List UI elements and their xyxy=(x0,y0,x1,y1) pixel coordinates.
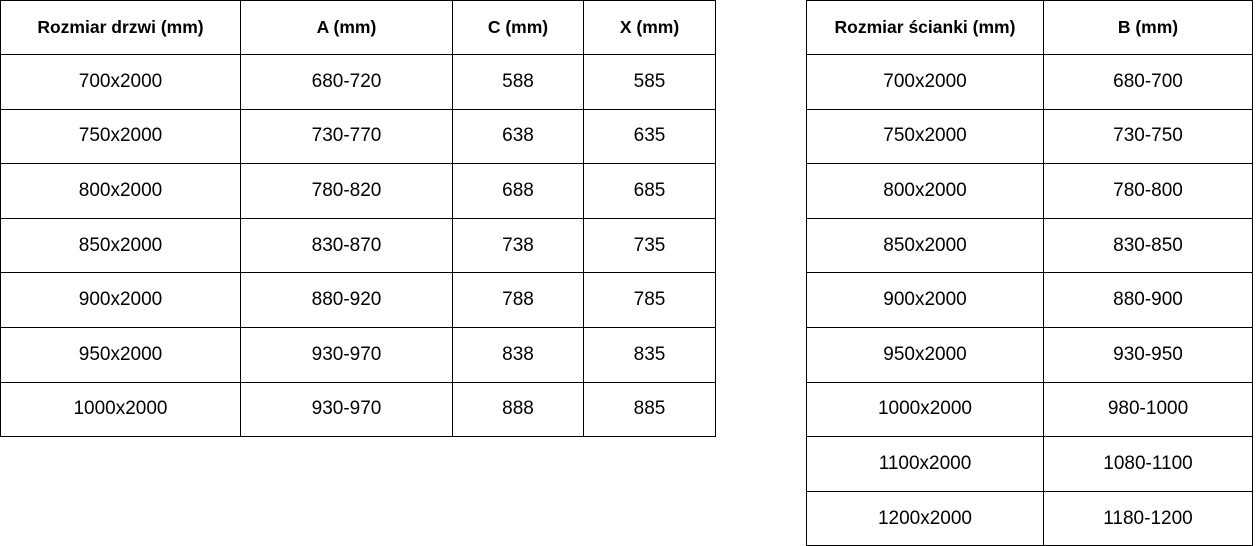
table-row: 850x2000 830-870 738 735 xyxy=(0,217,716,274)
cell-door-size: 950x2000 xyxy=(0,326,241,383)
column-header-a: A (mm) xyxy=(240,0,453,55)
cell-door-size: 750x2000 xyxy=(0,108,241,165)
table-row: 900x2000 880-920 788 785 xyxy=(0,272,716,328)
table-row: 1000x2000 980-1000 xyxy=(806,381,1253,438)
table-row: 750x2000 730-770 638 635 xyxy=(0,108,716,165)
cell-x: 785 xyxy=(583,272,716,328)
cell-door-size: 700x2000 xyxy=(0,54,241,110)
cell-a: 830-870 xyxy=(240,217,453,274)
column-header-x: X (mm) xyxy=(583,0,716,55)
cell-wall-size: 850x2000 xyxy=(806,217,1044,274)
cell-a: 880-920 xyxy=(240,272,453,328)
cell-wall-size: 1100x2000 xyxy=(806,436,1044,492)
cell-b: 730-750 xyxy=(1043,108,1253,165)
wall-size-table-body: 700x2000 680-700 750x2000 730-750 800x20… xyxy=(806,54,1253,546)
table-row: 900x2000 880-900 xyxy=(806,272,1253,328)
column-header-b: B (mm) xyxy=(1043,0,1253,55)
cell-b: 1080-1100 xyxy=(1043,436,1253,492)
cell-a: 780-820 xyxy=(240,163,453,219)
cell-b: 930-950 xyxy=(1043,326,1253,383)
cell-door-size: 800x2000 xyxy=(0,163,241,219)
cell-x: 685 xyxy=(583,163,716,219)
cell-wall-size: 1000x2000 xyxy=(806,381,1044,438)
cell-x: 585 xyxy=(583,54,716,110)
cell-a: 680-720 xyxy=(240,54,453,110)
cell-x: 735 xyxy=(583,217,716,274)
cell-c: 688 xyxy=(452,163,584,219)
table-header-row: Rozmiar ścianki (mm) B (mm) xyxy=(806,0,1253,55)
table-row: 800x2000 780-800 xyxy=(806,163,1253,219)
door-size-table-body: 700x2000 680-720 588 585 750x2000 730-77… xyxy=(0,54,716,438)
cell-a: 730-770 xyxy=(240,108,453,165)
door-size-table: Rozmiar drzwi (mm) A (mm) C (mm) X (mm) … xyxy=(0,0,716,438)
cell-door-size: 850x2000 xyxy=(0,217,241,274)
cell-c: 838 xyxy=(452,326,584,383)
cell-c: 788 xyxy=(452,272,584,328)
table-row: 1000x2000 930-970 888 885 xyxy=(0,381,716,438)
cell-wall-size: 950x2000 xyxy=(806,326,1044,383)
cell-x: 835 xyxy=(583,326,716,383)
table-row: 700x2000 680-720 588 585 xyxy=(0,54,716,110)
column-header-door-size: Rozmiar drzwi (mm) xyxy=(0,0,241,55)
table-row: 850x2000 830-850 xyxy=(806,217,1253,274)
cell-wall-size: 800x2000 xyxy=(806,163,1044,219)
cell-x: 635 xyxy=(583,108,716,165)
cell-b: 1180-1200 xyxy=(1043,490,1253,546)
cell-a: 930-970 xyxy=(240,326,453,383)
table-row: 750x2000 730-750 xyxy=(806,108,1253,165)
cell-wall-size: 900x2000 xyxy=(806,272,1044,328)
cell-wall-size: 700x2000 xyxy=(806,54,1044,110)
cell-c: 888 xyxy=(452,381,584,438)
door-size-table-header: Rozmiar drzwi (mm) A (mm) C (mm) X (mm) xyxy=(0,0,716,55)
cell-b: 880-900 xyxy=(1043,272,1253,328)
table-row: 700x2000 680-700 xyxy=(806,54,1253,110)
cell-wall-size: 750x2000 xyxy=(806,108,1044,165)
table-row: 1100x2000 1080-1100 xyxy=(806,436,1253,492)
cell-door-size: 900x2000 xyxy=(0,272,241,328)
table-header-row: Rozmiar drzwi (mm) A (mm) C (mm) X (mm) xyxy=(0,0,716,55)
table-row: 950x2000 930-970 838 835 xyxy=(0,326,716,383)
cell-c: 638 xyxy=(452,108,584,165)
cell-a: 930-970 xyxy=(240,381,453,438)
table-row: 800x2000 780-820 688 685 xyxy=(0,163,716,219)
cell-x: 885 xyxy=(583,381,716,438)
table-row: 1200x2000 1180-1200 xyxy=(806,490,1253,546)
cell-c: 588 xyxy=(452,54,584,110)
wall-size-table-header: Rozmiar ścianki (mm) B (mm) xyxy=(806,0,1253,55)
column-header-wall-size: Rozmiar ścianki (mm) xyxy=(806,0,1044,55)
cell-c: 738 xyxy=(452,217,584,274)
cell-b: 830-850 xyxy=(1043,217,1253,274)
wall-size-table: Rozmiar ścianki (mm) B (mm) 700x2000 680… xyxy=(806,0,1253,546)
table-row: 950x2000 930-950 xyxy=(806,326,1253,383)
cell-b: 980-1000 xyxy=(1043,381,1253,438)
cell-b: 780-800 xyxy=(1043,163,1253,219)
cell-b: 680-700 xyxy=(1043,54,1253,110)
column-header-c: C (mm) xyxy=(452,0,584,55)
cell-wall-size: 1200x2000 xyxy=(806,490,1044,546)
cell-door-size: 1000x2000 xyxy=(0,381,241,438)
